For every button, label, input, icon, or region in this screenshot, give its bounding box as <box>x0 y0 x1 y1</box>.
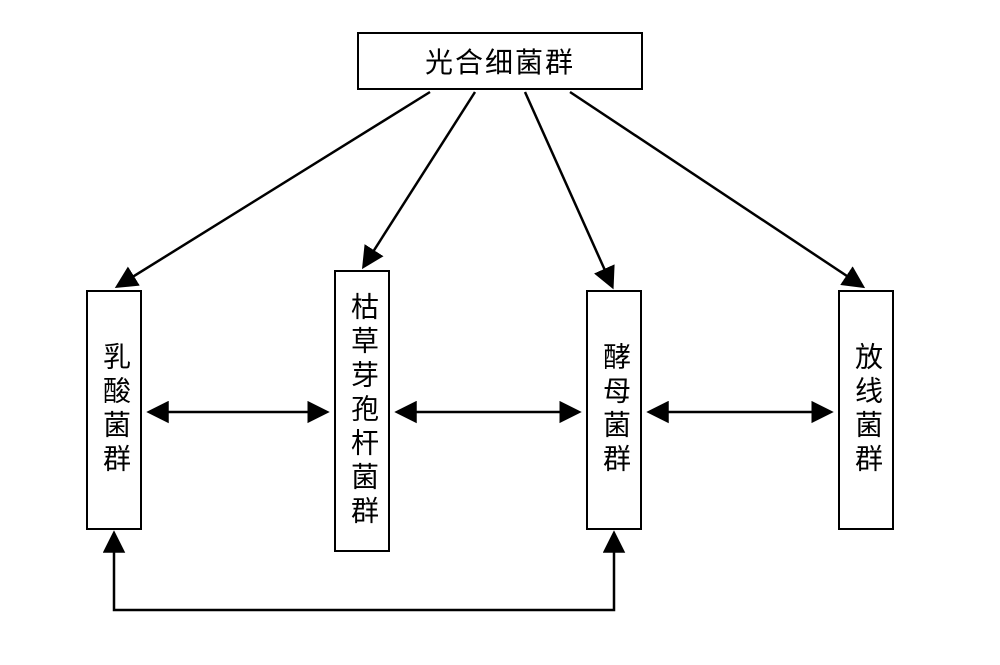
node-label: 乳酸菌群 <box>94 342 134 478</box>
node-label: 酵母菌群 <box>594 342 634 478</box>
node-bacillus-subtilis: 枯草芽孢杆菌群 <box>334 270 390 552</box>
diagram-canvas: 光合细菌群 乳酸菌群 枯草芽孢杆菌群 酵母菌群 放线菌群 <box>0 0 1000 665</box>
node-label: 光合细菌群 <box>425 41 575 81</box>
node-label: 枯草芽孢杆菌群 <box>342 292 382 530</box>
node-label: 放线菌群 <box>846 342 886 478</box>
node-lactic-acid-bacteria: 乳酸菌群 <box>86 290 142 530</box>
node-photosynthetic-bacteria: 光合细菌群 <box>357 32 643 90</box>
node-actinomycetes: 放线菌群 <box>838 290 894 530</box>
node-yeast: 酵母菌群 <box>586 290 642 530</box>
